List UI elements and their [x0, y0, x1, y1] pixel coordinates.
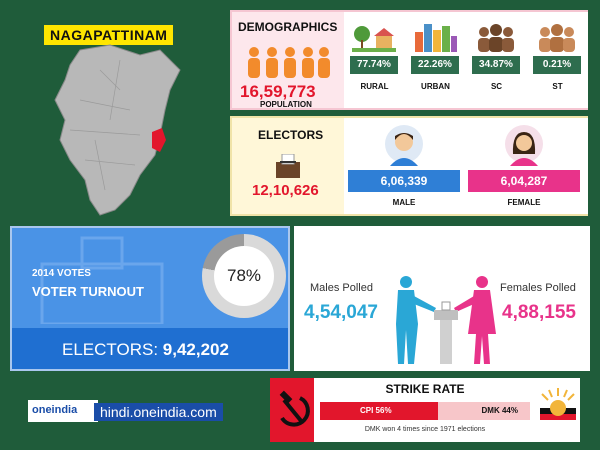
rural-label: RURAL — [360, 82, 389, 91]
demographic-stats: 77.74% RURAL 22.26% URBAN 34.87% SC — [344, 12, 588, 108]
voter-turnout-title: VOTER TURNOUT — [32, 284, 144, 299]
dmk-logo — [536, 378, 580, 442]
district-title: NAGAPATTINAM — [44, 25, 174, 45]
stat-rural: 77.74% RURAL — [344, 12, 405, 108]
cpi-logo — [270, 378, 314, 442]
electors-panel: ELECTORS 12,10,626 6,06,339 6,04,287 MAL… — [230, 116, 588, 216]
electors-total: 12,10,626 — [252, 182, 319, 199]
population-section: DEMOGRAPHICS 16,59,773 POPULATION — [232, 12, 342, 109]
dmk-share-bar: DMK 44% — [437, 402, 530, 420]
male-electors-value: 6,06,339 — [348, 170, 460, 192]
oneindia-logo: oneindia — [28, 400, 98, 422]
male-avatar-icon — [385, 125, 423, 166]
oneindia-logo-text: oneindia — [32, 404, 78, 416]
st-value: 0.21% — [533, 56, 581, 74]
population-label: POPULATION — [260, 100, 312, 109]
turnout-percent: 78% — [214, 246, 274, 306]
strike-rate-title: STRIKE RATE — [385, 382, 465, 396]
female-avatar-icon — [505, 125, 543, 166]
voter-turnout-panel: 2014 VOTES VOTER TURNOUT 78% ELECTORS: 9… — [10, 226, 290, 371]
sc-label: SC — [490, 82, 503, 91]
males-polled-label: Males Polled — [310, 282, 373, 294]
demographics-title: DEMOGRAPHICS — [238, 20, 338, 34]
turnout-electors: ELECTORS: 9,42,202 — [62, 340, 229, 360]
population-value: 16,59,773 — [240, 82, 316, 101]
strike-rate-bar: CPI 56% DMK 44% — [320, 402, 530, 420]
male-label: MALE — [392, 198, 416, 207]
electors-gender: 6,06,339 6,04,287 MALE FEMALE — [344, 118, 588, 214]
turnout-header: 2014 VOTES VOTER TURNOUT 78% — [12, 228, 288, 328]
rising-sun-icon — [540, 388, 576, 420]
urban-label: URBAN — [421, 82, 450, 91]
turnout-electors-label: ELECTORS: — [62, 340, 159, 359]
city-icon — [415, 24, 457, 52]
turnout-ring: 78% — [202, 234, 286, 318]
oneindia-url[interactable]: hindi.oneindia.com — [94, 403, 223, 421]
urban-value: 22.26% — [411, 56, 459, 74]
polled-panel: Males Polled 4,54,047 Females Polled 4,8… — [294, 226, 590, 371]
group-icon — [539, 24, 575, 52]
stat-urban: 22.26% URBAN — [405, 12, 466, 108]
stat-sc: 34.87% SC — [466, 12, 527, 108]
group-icon — [478, 24, 514, 52]
population-icon — [248, 47, 330, 78]
turnout-electors-value: 9,42,202 — [162, 340, 229, 359]
stat-st: 0.21% ST — [527, 12, 588, 108]
females-polled-value: 4,88,155 — [502, 302, 576, 323]
demographics-panel: DEMOGRAPHICS 16,59,773 POPULATION 77.74%… — [230, 10, 588, 110]
sc-value: 34.87% — [472, 56, 520, 74]
strike-rate-panel: STRIKE RATE CPI 56% DMK 44% DMK won 4 ti… — [270, 378, 580, 442]
males-polled-value: 4,54,047 — [304, 302, 378, 323]
strike-rate-note: DMK won 4 times since 1971 elections — [364, 426, 486, 433]
females-polled-label: Females Polled — [500, 282, 576, 294]
tamil-nadu-map — [54, 44, 181, 216]
hammer-sickle-icon — [279, 390, 310, 427]
cpi-share-bar: CPI 56% — [320, 402, 438, 420]
ballot-watermark-icon — [40, 236, 164, 324]
female-electors-value: 6,04,287 — [468, 170, 580, 192]
electors-title: ELECTORS — [258, 128, 324, 142]
female-label: FEMALE — [507, 198, 541, 207]
tree-icon — [352, 26, 396, 52]
rural-value: 77.74% — [350, 56, 398, 74]
ballot-box-icon — [276, 154, 300, 178]
st-label: ST — [552, 82, 563, 91]
voters-casting-ballot-icon — [396, 276, 496, 364]
votes-year-label: 2014 VOTES — [32, 268, 91, 279]
nagapattinam-highlight — [152, 128, 166, 152]
